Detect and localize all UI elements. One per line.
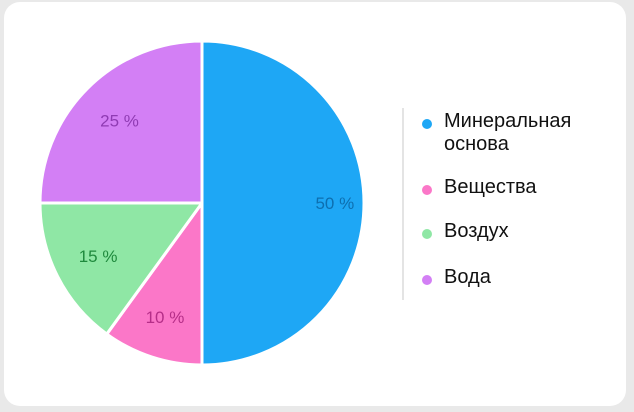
pie-slice-substances	[105, 201, 204, 367]
legend-label-water: Вода	[444, 266, 491, 288]
pie-label-mineral: 50 %	[315, 194, 354, 213]
legend-label-substances: Вещества	[444, 176, 537, 198]
legend-item-air: Воздух	[422, 220, 509, 243]
pie-slice-water	[38, 39, 204, 205]
legend-label-air: Воздух	[444, 220, 509, 242]
pie-label-water: 25 %	[100, 112, 139, 131]
legend-item-mineral: Минеральная основа	[422, 110, 571, 156]
legend-dot-mineral	[422, 119, 432, 129]
legend-dot-air	[422, 229, 432, 239]
chart-card: 50 % 10 % 15 % 25 % Минеральная основа Веще…	[4, 2, 626, 406]
pie-label-substances: 10 %	[146, 308, 185, 327]
legend-item-substances: Вещества	[422, 176, 537, 199]
legend-dot-substances	[422, 185, 432, 195]
legend-dot-water	[422, 275, 432, 285]
legend: Минеральная основа Вещества Воздух Вода	[402, 108, 571, 300]
pie-slice-mineral	[200, 39, 366, 367]
legend-item-water: Вода	[422, 266, 491, 289]
pie-slice-air	[38, 201, 204, 336]
legend-label-mineral: Минеральная основа	[444, 110, 572, 155]
pie-chart: 50 % 10 % 15 % 25 %	[38, 39, 366, 367]
pie-label-air: 15 %	[79, 247, 118, 266]
